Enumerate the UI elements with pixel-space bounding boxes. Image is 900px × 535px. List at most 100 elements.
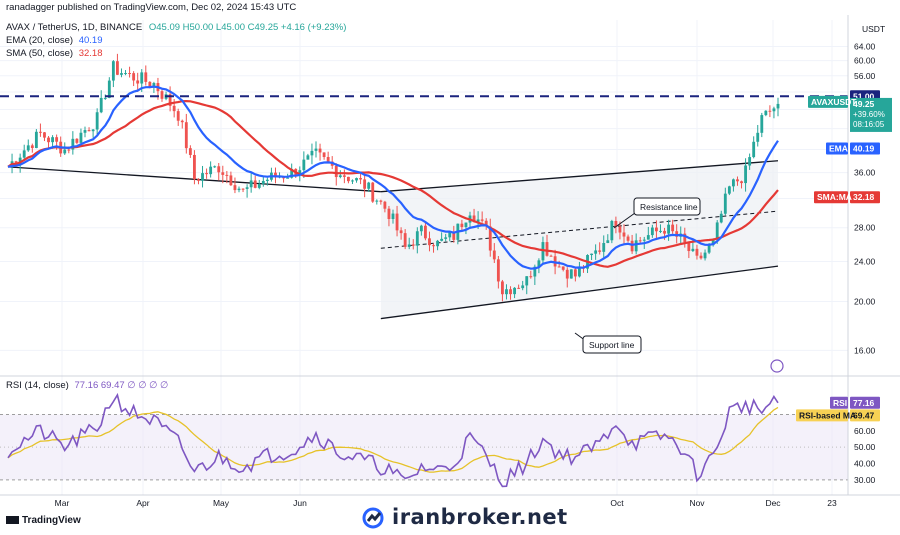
candle-body bbox=[663, 230, 666, 234]
candle bbox=[237, 186, 241, 193]
candle-body bbox=[428, 238, 431, 246]
candle-body bbox=[43, 132, 46, 138]
candle-body bbox=[695, 248, 699, 256]
ema-line bbox=[7, 85, 779, 270]
candle-body bbox=[578, 267, 581, 277]
sma-price-tag-bg bbox=[850, 191, 880, 204]
sma-name-tag: SMA:MA bbox=[814, 191, 852, 204]
candle-body bbox=[675, 231, 679, 237]
price-channel bbox=[7, 160, 779, 320]
candle bbox=[488, 218, 492, 257]
candle bbox=[760, 112, 764, 138]
time-tick-label: 23 bbox=[827, 498, 837, 508]
last-price-bg bbox=[850, 97, 892, 132]
candle bbox=[561, 266, 565, 272]
candle bbox=[744, 158, 747, 192]
candle bbox=[265, 177, 269, 186]
ema-price-tag: 40.19 bbox=[850, 142, 880, 155]
candle bbox=[221, 165, 225, 184]
candle bbox=[22, 144, 26, 160]
candle-body bbox=[229, 175, 233, 186]
candle bbox=[419, 224, 423, 236]
candle bbox=[180, 119, 184, 129]
candle-body bbox=[197, 179, 200, 181]
candle-body bbox=[193, 154, 196, 180]
rsi-name-tag-bg bbox=[830, 396, 848, 409]
candle bbox=[160, 88, 164, 102]
rsi-legend[interactable]: RSI (14, close) 77.16 69.47 ∅ ∅ ∅ ∅ bbox=[6, 380, 168, 391]
candle-body bbox=[545, 242, 549, 256]
candle bbox=[768, 105, 772, 118]
annotations: Resistance line Support line bbox=[574, 197, 784, 373]
candle bbox=[436, 239, 439, 251]
candle-body bbox=[103, 97, 107, 99]
rsi-ma-name-tag-text: RSI-based MA bbox=[799, 410, 856, 420]
rsi-ma-value-tag: 69.47 bbox=[850, 409, 880, 422]
price-tick-label: 20.00 bbox=[854, 296, 876, 306]
candle bbox=[703, 249, 707, 261]
price-tick-label: 56.00 bbox=[854, 71, 876, 81]
candle-body bbox=[233, 185, 237, 191]
candle bbox=[727, 185, 731, 196]
rsi-tick-label: 30.00 bbox=[854, 475, 876, 485]
candle bbox=[517, 284, 521, 289]
ema-legend-label: EMA (20, close) bbox=[6, 35, 74, 46]
candle bbox=[306, 153, 310, 160]
candle bbox=[241, 188, 245, 193]
candle-body bbox=[598, 250, 602, 252]
candle bbox=[229, 171, 233, 186]
rsi-panel bbox=[7, 392, 779, 488]
candle bbox=[184, 113, 188, 154]
candle-body bbox=[557, 266, 561, 268]
flash-icon bbox=[770, 359, 784, 373]
candle bbox=[116, 53, 119, 76]
tradingview-logo[interactable]: TradingView bbox=[6, 515, 81, 526]
candle-body bbox=[549, 255, 553, 257]
candle-body bbox=[363, 179, 367, 189]
candle-body bbox=[26, 145, 30, 151]
candle-body bbox=[650, 227, 654, 236]
candle-body bbox=[610, 220, 614, 241]
candle-body bbox=[14, 161, 18, 164]
candle-body bbox=[561, 266, 565, 270]
candle-body bbox=[83, 130, 87, 133]
sma-name-tag-text: SMA:MA bbox=[817, 192, 852, 202]
symbol-tag-bg bbox=[808, 95, 848, 108]
sma-legend[interactable]: SMA (50, close) 32.18 bbox=[6, 48, 102, 59]
candle-body bbox=[152, 83, 156, 87]
candle-body bbox=[132, 73, 136, 81]
candle bbox=[379, 199, 383, 205]
candle bbox=[39, 123, 42, 137]
candle bbox=[740, 180, 743, 189]
candle bbox=[99, 90, 103, 114]
candle-body bbox=[703, 252, 707, 259]
candle-body bbox=[606, 240, 610, 244]
ema-price-tag-text: 40.19 bbox=[853, 143, 875, 153]
candle bbox=[529, 270, 533, 279]
candle-body bbox=[529, 276, 533, 278]
candle bbox=[776, 97, 780, 117]
candle bbox=[505, 284, 508, 300]
rsi-line bbox=[7, 392, 779, 488]
candle-body bbox=[257, 183, 261, 188]
candle bbox=[395, 205, 399, 237]
candle bbox=[610, 219, 614, 244]
rsi-grid bbox=[0, 375, 900, 481]
sma-price-tag: 32.18 bbox=[850, 191, 880, 204]
candle bbox=[509, 286, 512, 300]
candle-body bbox=[517, 287, 521, 289]
candle-body bbox=[448, 232, 452, 238]
rsi-ma-value-tag-text: 69.47 bbox=[853, 410, 875, 420]
watermark-text: iranbroker.net bbox=[392, 505, 568, 529]
rsi-ma-value-tag-bg bbox=[850, 409, 880, 422]
candle-body bbox=[107, 80, 111, 98]
candle-body bbox=[630, 240, 634, 252]
ema-legend[interactable]: EMA (20, close) 40.19 bbox=[6, 35, 102, 46]
candle bbox=[124, 70, 127, 76]
candle bbox=[132, 71, 136, 87]
candle-body bbox=[387, 208, 391, 219]
candle-body bbox=[47, 137, 50, 143]
candle-body bbox=[95, 112, 99, 130]
candle bbox=[91, 128, 95, 138]
